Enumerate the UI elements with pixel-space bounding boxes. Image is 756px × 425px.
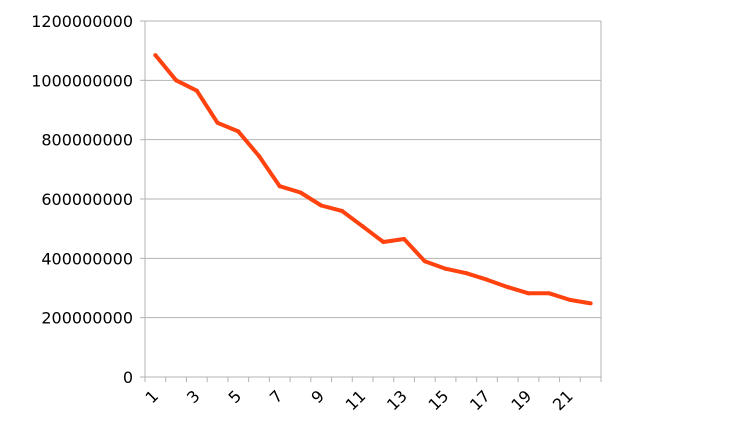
data-point bbox=[485, 277, 489, 282]
x-tick-label: 3 bbox=[183, 386, 204, 407]
y-tick-label: 1200000000 bbox=[31, 12, 133, 31]
data-point bbox=[257, 153, 261, 158]
data-point bbox=[236, 129, 241, 134]
data-point bbox=[422, 259, 427, 264]
y-tick-label: 0 bbox=[123, 368, 133, 387]
data-point bbox=[153, 53, 158, 58]
data-point bbox=[215, 120, 220, 125]
x-tick-label: 9 bbox=[307, 386, 328, 407]
data-point bbox=[547, 291, 552, 296]
x-tick-label: 19 bbox=[507, 386, 535, 414]
data-point bbox=[402, 237, 407, 242]
series-line-0 bbox=[153, 53, 591, 306]
x-tick-label: 15 bbox=[425, 386, 453, 414]
data-point bbox=[588, 301, 593, 306]
x-tick-label: 21 bbox=[549, 386, 577, 414]
x-tick-label: 7 bbox=[266, 386, 287, 407]
y-tick-label: 200000000 bbox=[41, 309, 133, 328]
y-tick-label: 600000000 bbox=[41, 190, 133, 209]
data-point bbox=[505, 285, 510, 290]
x-axis-tick-labels: 1 3 5 7 9 11 13 15 17 19 21 bbox=[142, 386, 577, 414]
x-tick-label: 17 bbox=[466, 386, 494, 414]
data-point bbox=[464, 271, 469, 276]
data-point bbox=[443, 266, 448, 271]
data-point bbox=[298, 190, 303, 195]
data-point bbox=[174, 78, 179, 83]
data-point bbox=[360, 224, 365, 229]
x-tick-label: 1 bbox=[142, 386, 163, 407]
data-point bbox=[339, 208, 344, 213]
axes bbox=[140, 20, 602, 382]
data-point bbox=[526, 291, 531, 296]
gridlines bbox=[145, 20, 601, 319]
data-point bbox=[194, 88, 199, 93]
x-tick-label: 5 bbox=[224, 386, 245, 407]
y-tick-label: 400000000 bbox=[41, 249, 133, 268]
data-point bbox=[381, 240, 386, 245]
data-point bbox=[567, 297, 572, 302]
data-point bbox=[319, 203, 324, 208]
y-tick-label: 800000000 bbox=[41, 131, 133, 150]
data-point bbox=[277, 184, 282, 189]
x-tick-label: 13 bbox=[383, 386, 411, 414]
y-axis-tick-labels: 0 200000000 400000000 600000000 800000000 100… bbox=[31, 12, 133, 387]
series-group bbox=[153, 53, 593, 306]
x-tick-label: 11 bbox=[342, 386, 370, 414]
y-tick-label: 1000000000 bbox=[31, 71, 133, 90]
